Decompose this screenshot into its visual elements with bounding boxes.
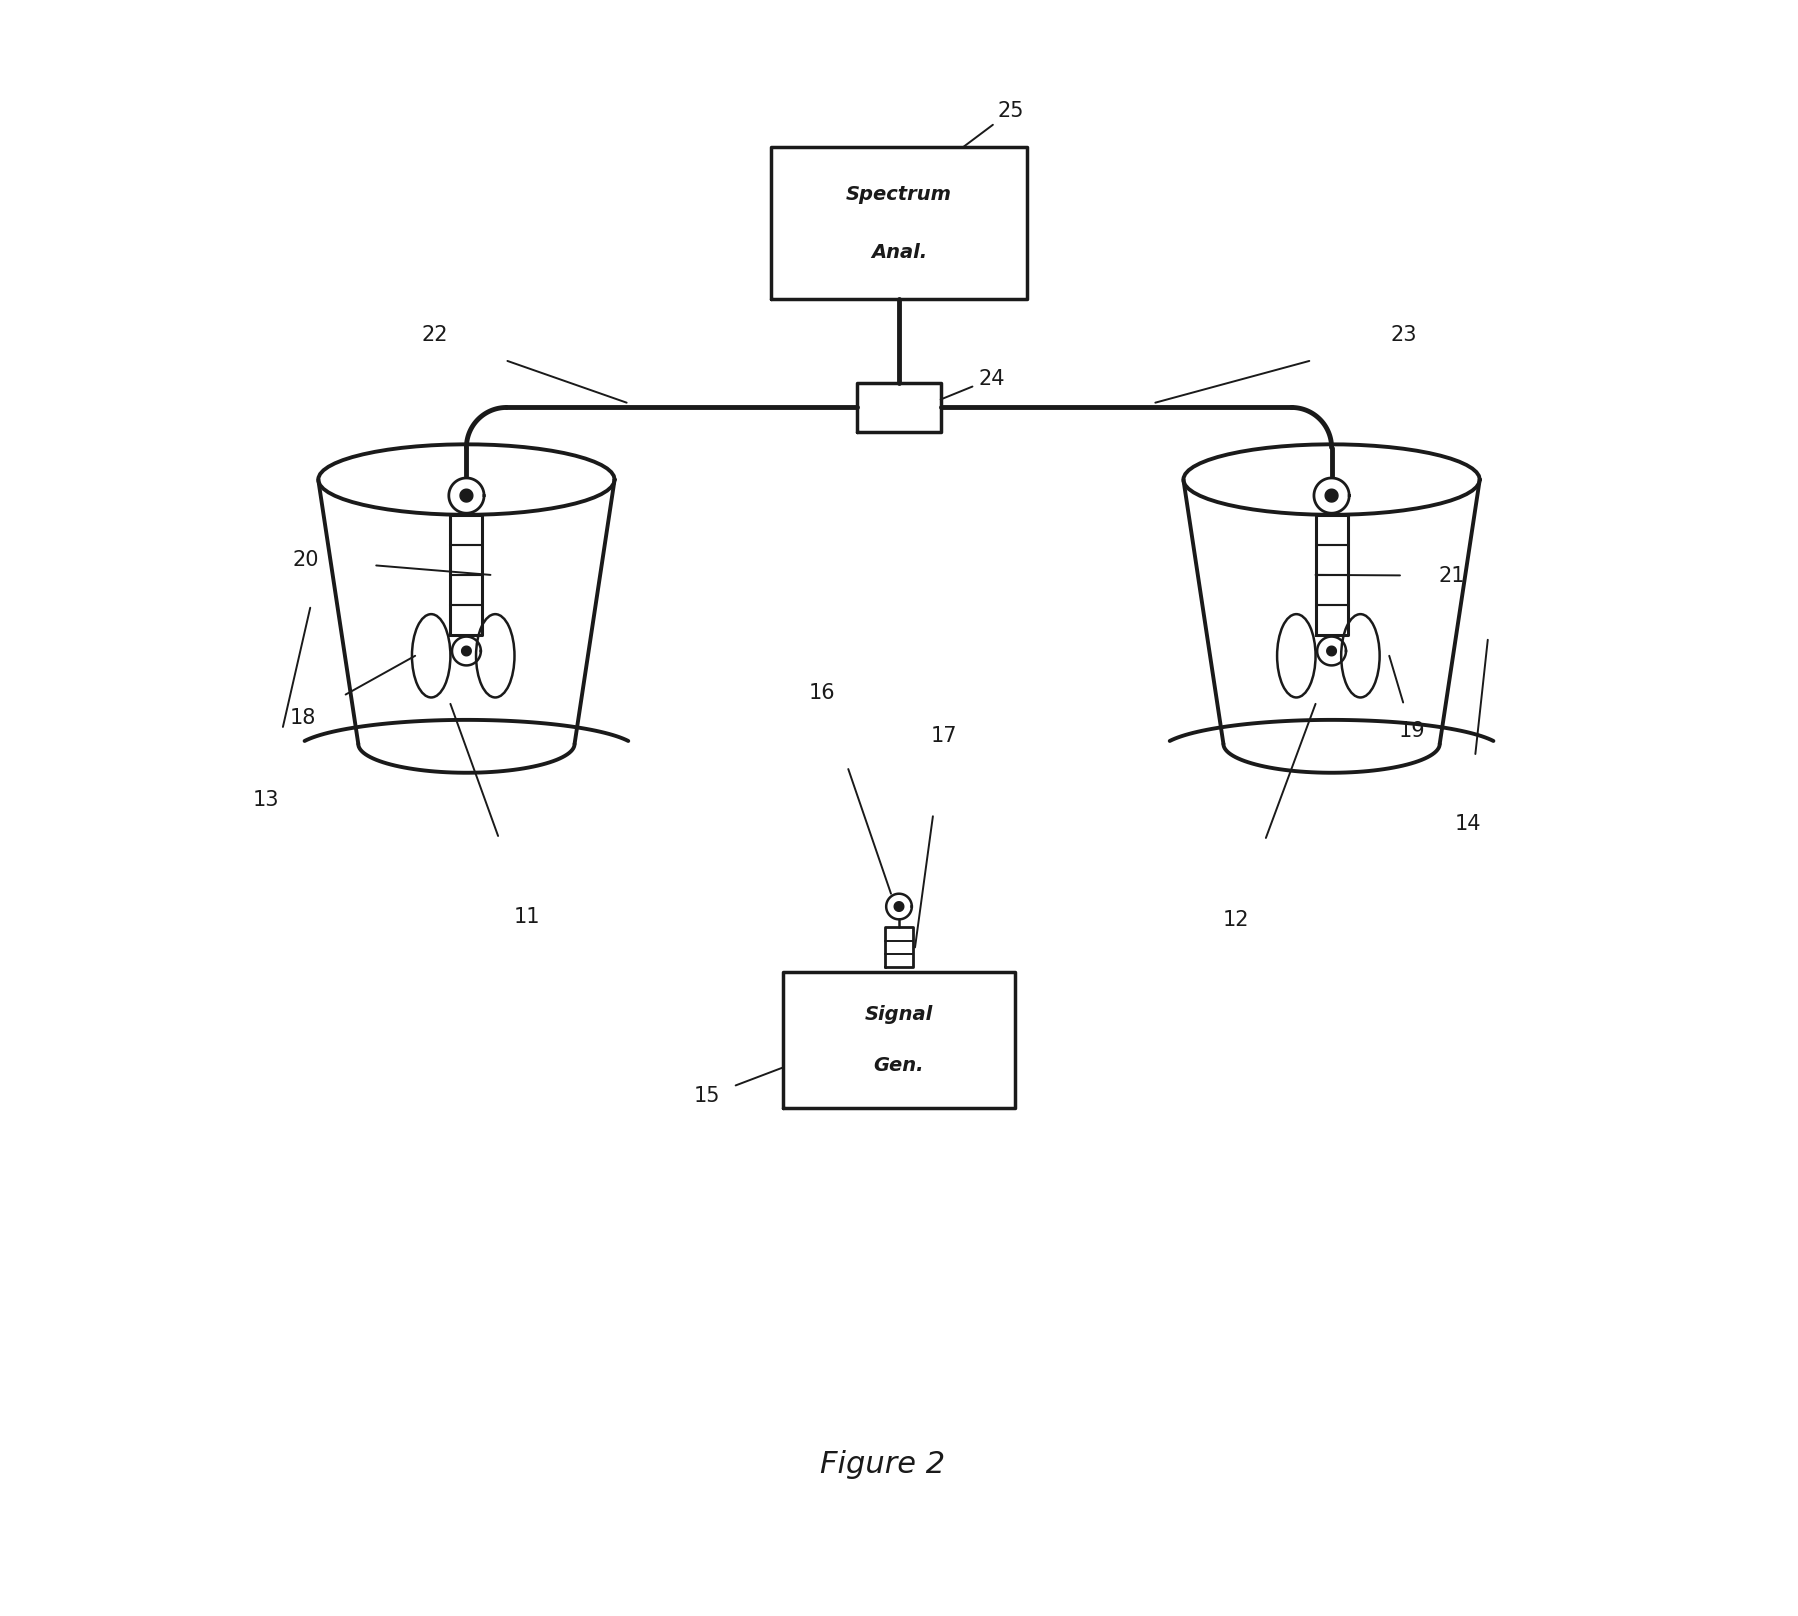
Text: Spectrum: Spectrum — [847, 184, 951, 204]
Text: 21: 21 — [1438, 566, 1465, 585]
Text: 15: 15 — [694, 1086, 719, 1107]
Text: 16: 16 — [809, 682, 836, 703]
Polygon shape — [460, 490, 473, 503]
Text: 20: 20 — [293, 549, 320, 570]
Text: Signal: Signal — [865, 1005, 933, 1025]
Text: 23: 23 — [1390, 325, 1417, 346]
Text: 19: 19 — [1399, 721, 1426, 742]
Polygon shape — [1325, 490, 1338, 503]
Text: Anal.: Anal. — [870, 242, 928, 262]
Text: 13: 13 — [254, 790, 279, 810]
Text: 11: 11 — [514, 907, 541, 928]
Text: 14: 14 — [1455, 814, 1482, 834]
Text: 12: 12 — [1223, 910, 1248, 931]
Polygon shape — [1327, 646, 1336, 656]
Text: 18: 18 — [289, 708, 316, 729]
Text: 17: 17 — [931, 726, 957, 747]
Text: Figure 2: Figure 2 — [820, 1451, 946, 1479]
Text: 24: 24 — [978, 368, 1005, 388]
Text: 22: 22 — [421, 325, 448, 346]
Polygon shape — [462, 646, 471, 656]
Polygon shape — [894, 902, 904, 911]
Text: Gen.: Gen. — [874, 1057, 924, 1075]
Text: 25: 25 — [998, 102, 1025, 121]
